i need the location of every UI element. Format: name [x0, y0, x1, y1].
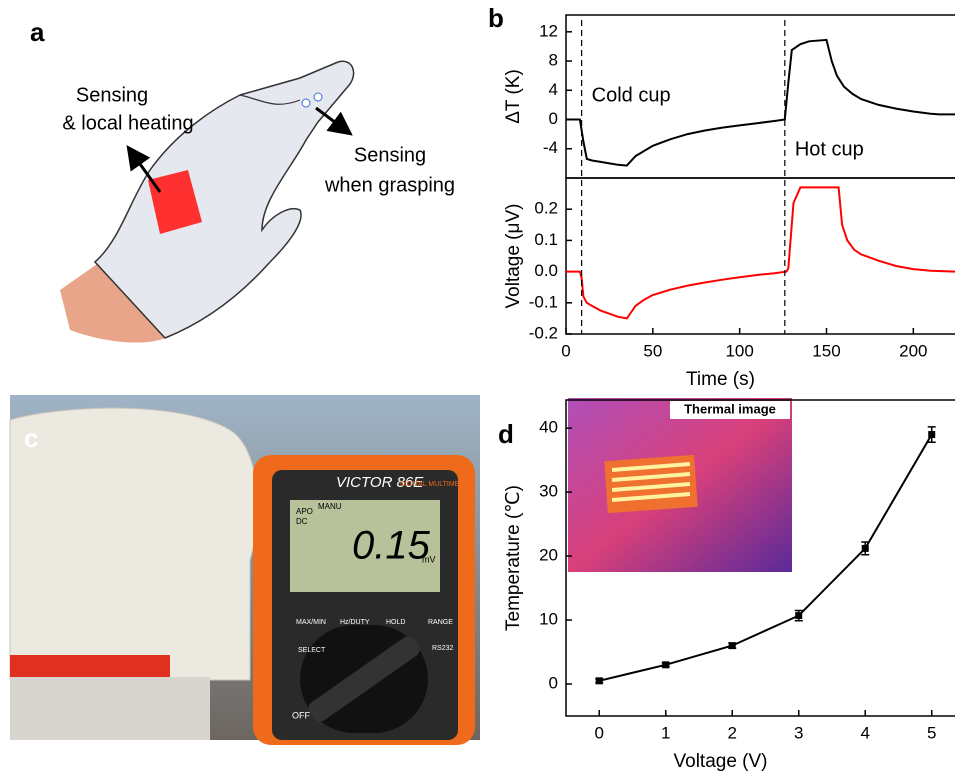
data-point	[928, 431, 935, 438]
axis-frame	[566, 178, 955, 334]
y-tick-label: 0.1	[534, 230, 558, 249]
annotation: & local heating	[62, 112, 193, 134]
button-label: RS232	[432, 645, 454, 652]
photo	[10, 395, 480, 745]
lcd-mode: MANU	[318, 502, 342, 511]
panel-label: d	[498, 419, 514, 449]
y-tick-label: 0.0	[534, 261, 558, 280]
y-tick-label: 10	[539, 610, 558, 629]
data-point	[795, 612, 802, 619]
y-tick-label: -4	[543, 138, 558, 157]
data-line	[566, 187, 955, 318]
y-tick-label: 12	[539, 21, 558, 40]
y-tick-label: 0	[549, 674, 558, 693]
lcd-mode: DC	[296, 517, 308, 526]
sensor	[314, 93, 322, 101]
y-tick-label: -0.2	[529, 323, 558, 342]
button-label: SELECT	[298, 647, 326, 654]
button-label: MAX/MIN	[296, 619, 326, 626]
sleeve	[10, 677, 210, 740]
annotation: Sensing	[354, 144, 426, 166]
y-axis-label: Temperature (℃)	[503, 485, 524, 631]
thermal-inset	[568, 398, 792, 572]
annotation: Sensing	[76, 84, 148, 106]
x-tick-label: 150	[812, 341, 840, 360]
annotation: Cold cup	[592, 84, 671, 106]
data-point	[862, 545, 869, 552]
x-tick-label: 3	[794, 723, 803, 742]
brand-subtitle: DIGITAL MULTIMETER	[400, 481, 473, 488]
y-tick-label: -0.1	[529, 292, 558, 311]
y-tick-label: 4	[549, 80, 558, 99]
y-tick-label: 0	[549, 109, 558, 128]
x-tick-label: 5	[927, 723, 936, 742]
data-point	[729, 642, 736, 649]
x-tick-label: 100	[725, 341, 753, 360]
data-point	[662, 661, 669, 668]
lcd-unit: mV	[422, 554, 436, 564]
glove-cuff	[10, 655, 170, 677]
y-tick-label: 30	[539, 482, 558, 501]
x-axis-label: Time (s)	[686, 369, 755, 390]
sensor	[302, 99, 310, 107]
data-point	[596, 677, 603, 684]
annotation: when grasping	[324, 174, 455, 196]
x-tick-label: 0	[595, 723, 604, 742]
y-axis-label: Voltage (μV)	[503, 204, 524, 309]
figure: a Sensing & local heating Sensing when g…	[0, 0, 955, 774]
dial-label: OFF	[292, 710, 310, 720]
glove-photo	[10, 408, 257, 680]
arrow	[316, 108, 348, 132]
x-tick-label: 0	[561, 341, 570, 360]
button-label: RANGE	[428, 619, 453, 626]
panel-label: b	[488, 3, 504, 33]
button-label: HOLD	[386, 619, 405, 626]
x-tick-label: 1	[661, 723, 670, 742]
x-tick-label: 50	[643, 341, 662, 360]
annotation: Hot cup	[795, 138, 864, 160]
panel-label: c	[24, 423, 38, 453]
lcd-mode: APO	[296, 507, 313, 516]
x-tick-label: 4	[860, 723, 869, 742]
x-tick-label: 2	[728, 723, 737, 742]
y-tick-label: 40	[539, 418, 558, 437]
inset-title: Thermal image	[684, 401, 776, 416]
y-tick-label: 8	[549, 51, 558, 70]
lcd-reading: 0.15	[352, 524, 431, 568]
y-axis-label: ΔT (K)	[503, 69, 524, 124]
button-label: Hz/DUTY	[340, 619, 370, 626]
y-tick-label: 20	[539, 546, 558, 565]
y-tick-label: 0.2	[534, 199, 558, 218]
x-axis-label: Voltage (V)	[674, 751, 768, 772]
x-tick-label: 200	[899, 341, 927, 360]
panel-label: a	[30, 17, 45, 47]
